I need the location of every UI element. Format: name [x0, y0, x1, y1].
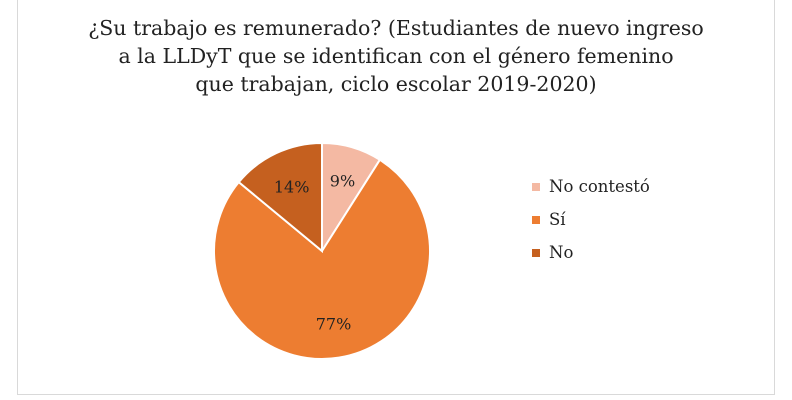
legend-item-si: Sí [532, 203, 650, 236]
pie-slice-2 [237, 141, 323, 254]
legend-item-no: No [532, 236, 650, 269]
legend: No contestó Sí No [532, 170, 650, 269]
legend-label: No [549, 243, 574, 262]
pie-slice-1 [213, 158, 431, 360]
chart-frame [17, 0, 775, 395]
legend-label: No contestó [549, 177, 650, 196]
data-label: 14% [274, 178, 310, 197]
legend-swatch [532, 248, 540, 257]
legend-swatch [532, 215, 540, 224]
data-label: 9% [330, 171, 355, 190]
legend-item-no-contesto: No contestó [532, 170, 650, 203]
title-line: que trabajan, ciclo escolar 2019-2020) [195, 72, 597, 96]
title-line: a la LLDyT que se identifican con el gén… [118, 44, 674, 68]
legend-label: Sí [549, 210, 566, 229]
legend-swatch [532, 182, 540, 191]
data-label: 77% [316, 315, 352, 334]
chart-title: ¿Su trabajo es remunerado? (Estudiantes … [40, 14, 752, 98]
title-line: ¿Su trabajo es remunerado? (Estudiantes … [88, 16, 704, 40]
